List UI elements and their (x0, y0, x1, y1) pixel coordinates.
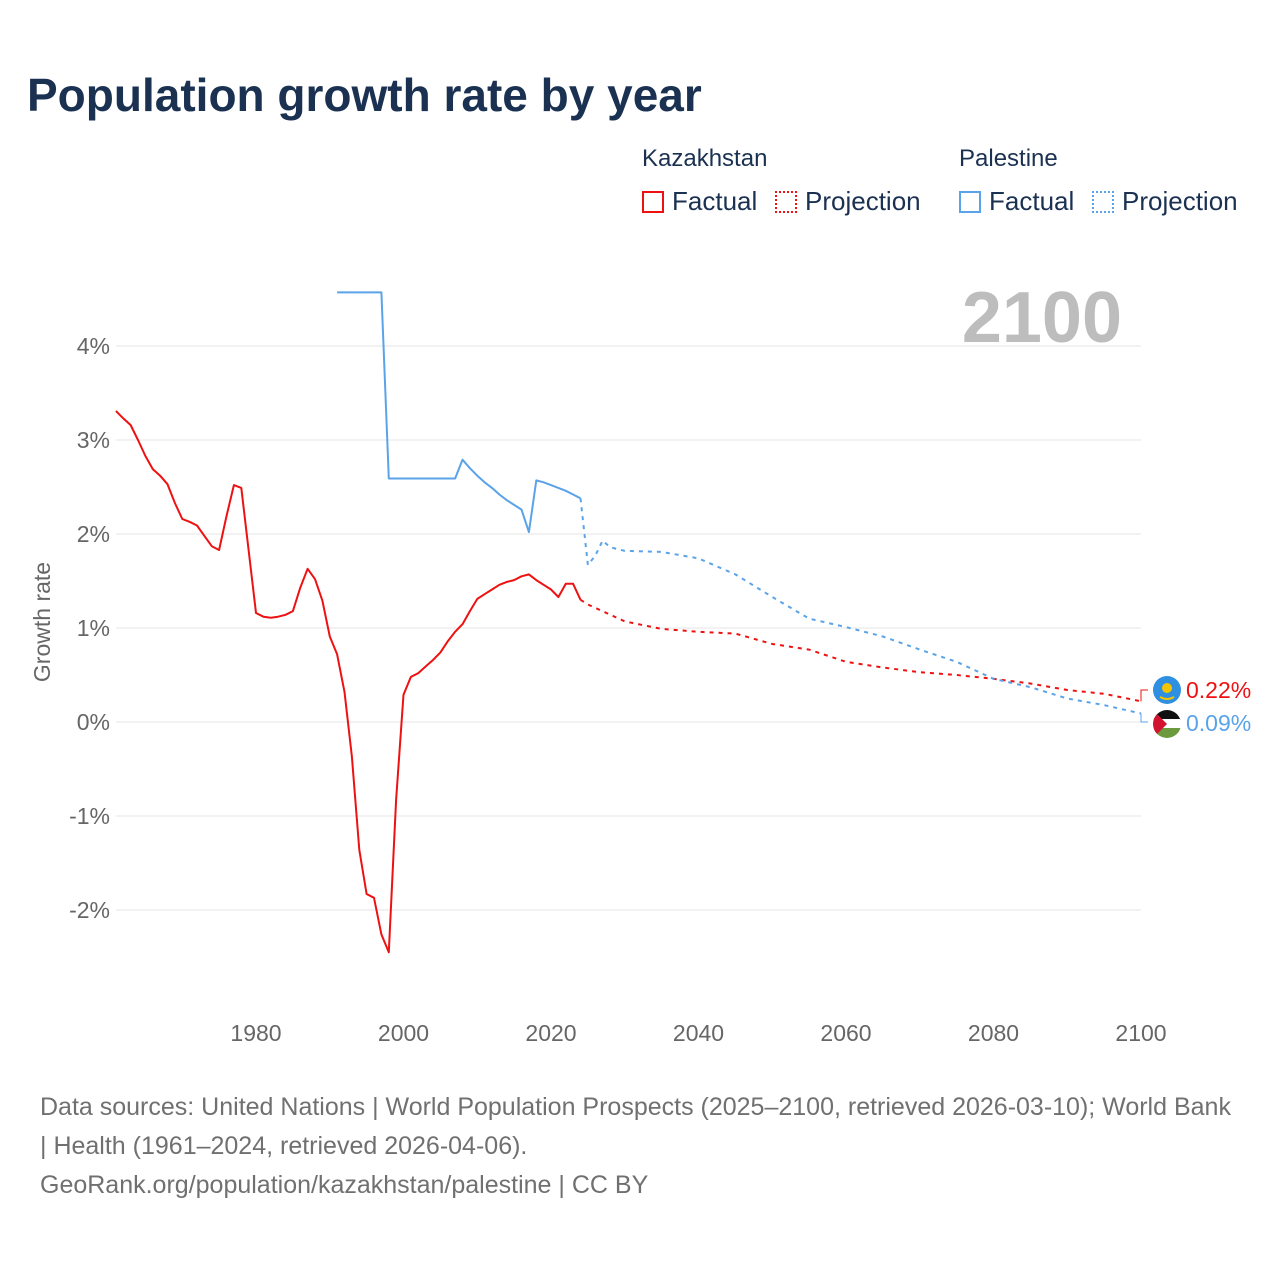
legend-kazakhstan-factual[interactable]: Factual (642, 186, 757, 217)
y-tick-label: 1% (77, 615, 110, 641)
series-line-kazakhstan-projection (579, 598, 1142, 703)
legend-label: Factual (989, 186, 1075, 216)
connector (1140, 713, 1148, 723)
x-tick-label: 2020 (525, 1020, 576, 1046)
flag-body (1153, 710, 1181, 738)
y-tick-label: 3% (77, 427, 110, 453)
y-tick-label: -1% (69, 803, 110, 829)
y-tick-label: -2% (69, 897, 110, 923)
flag-triangle (1153, 710, 1167, 738)
y-axis-label: Growth rate (29, 562, 55, 682)
series-line-palestine-projection (579, 498, 1142, 715)
x-tick-label: 2060 (820, 1020, 871, 1046)
flag-stripe-black (1153, 710, 1181, 720)
flag-eagle (1159, 696, 1175, 700)
legend-group-kazakhstan: Kazakhstan (642, 145, 768, 172)
sources-text: Data sources: United Nations | World Pop… (40, 1093, 1231, 1160)
flag-sun (1162, 683, 1172, 693)
legend-swatch (959, 190, 981, 213)
attribution-link[interactable]: GeoRank.org/population/kazakhstan/palest… (40, 1171, 649, 1199)
legend-swatch (642, 190, 664, 213)
legend-kazakhstan-projection[interactable]: Projection (775, 186, 921, 217)
palestine-flag-icon (1153, 710, 1181, 738)
legend-palestine-projection[interactable]: Projection (1092, 186, 1238, 217)
legend-swatch (775, 190, 797, 213)
legend-swatch (1092, 190, 1114, 213)
x-tick-label: 2040 (673, 1020, 724, 1046)
series-line-palestine-factual (337, 291, 581, 534)
end-value-label: 0.22% (1186, 677, 1251, 703)
x-tick-label: 2000 (378, 1020, 429, 1046)
flag-stripe-green (1153, 728, 1181, 738)
series-line-kazakhstan-factual (115, 410, 582, 954)
chart-title: Population growth rate by year (27, 69, 702, 121)
x-tick-label: 2100 (1115, 1020, 1166, 1046)
end-value-label: 0.09% (1186, 710, 1251, 736)
legend-label: Projection (1122, 186, 1238, 216)
y-tick-label: 4% (77, 333, 110, 359)
x-tick-label: 2080 (968, 1020, 1019, 1046)
legend-palestine-factual[interactable]: Factual (959, 186, 1074, 217)
y-tick-label: 2% (77, 521, 110, 547)
year-label: 2100 (962, 278, 1122, 358)
legend-group-palestine: Palestine (959, 145, 1058, 172)
legend-label: Factual (672, 186, 758, 216)
legend-label: Projection (805, 186, 921, 216)
connector (1140, 689, 1148, 702)
x-tick-label: 1980 (230, 1020, 281, 1046)
y-tick-label: 0% (77, 709, 110, 735)
kazakhstan-flag-icon (1153, 676, 1181, 704)
data-sources: Data sources: United Nations | World Pop… (40, 1088, 1240, 1205)
